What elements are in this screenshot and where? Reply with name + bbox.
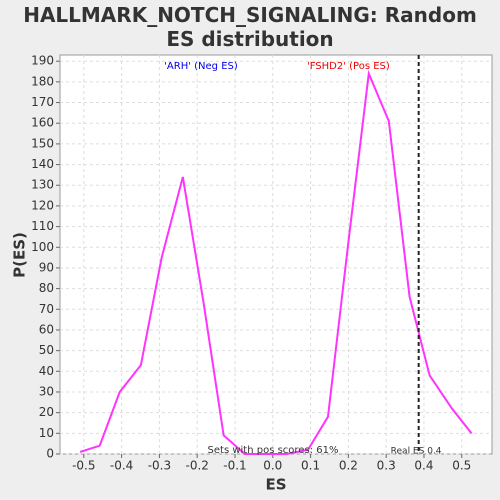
y-tick-label: 160	[31, 116, 54, 130]
x-tick-label: 0.5	[452, 459, 471, 473]
real-es-label: Real ES 0.4	[391, 447, 442, 457]
x-tick-label: 0.0	[263, 459, 282, 473]
y-tick-label: 20	[39, 405, 54, 419]
chart-title: HALLMARK_NOTCH_SIGNALING: Random ES distr…	[23, 3, 477, 51]
data-line	[79, 69, 473, 455]
y-tick-label: 0	[46, 447, 54, 461]
y-tick-label: 140	[31, 157, 54, 171]
annotation: 'FSHD2' (Pos ES)	[307, 61, 390, 72]
plot-area	[59, 54, 493, 455]
y-tick-label: 110	[31, 219, 54, 233]
x-tick-label: 0.2	[339, 459, 358, 473]
x-axis-label: ES	[265, 476, 286, 494]
y-tick-label: 30	[39, 384, 54, 398]
y-tick-label: 80	[39, 281, 54, 295]
x-tick-label: 0.4	[414, 459, 433, 473]
y-tick-label: 130	[31, 178, 54, 192]
x-tick-label: -0.2	[185, 459, 208, 473]
y-tick-label: 180	[31, 74, 54, 88]
y-tick-label: 60	[39, 322, 54, 336]
x-tick-label: -0.1	[223, 459, 246, 473]
y-tick-label: 120	[31, 198, 54, 212]
x-tick-label: -0.3	[148, 459, 171, 473]
x-tick-label: 0.1	[301, 459, 320, 473]
footnote: Sets with pos scores: 61%	[208, 445, 339, 456]
y-tick-label: 40	[39, 364, 54, 378]
y-tick-label: 190	[31, 54, 54, 68]
x-tick-label: -0.5	[72, 459, 95, 473]
y-axis-label: P(ES)	[11, 232, 29, 278]
y-tick-label: 170	[31, 95, 54, 109]
y-tick-label: 100	[31, 240, 54, 254]
y-tick-label: 70	[39, 302, 54, 316]
annotation: 'ARH' (Neg ES)	[164, 61, 238, 72]
y-tick-label: 10	[39, 426, 54, 440]
y-tick-label: 150	[31, 136, 54, 150]
x-tick-label: 0.3	[377, 459, 396, 473]
x-tick-label: -0.4	[110, 459, 133, 473]
y-tick-label: 90	[39, 260, 54, 274]
y-tick-label: 50	[39, 343, 54, 357]
